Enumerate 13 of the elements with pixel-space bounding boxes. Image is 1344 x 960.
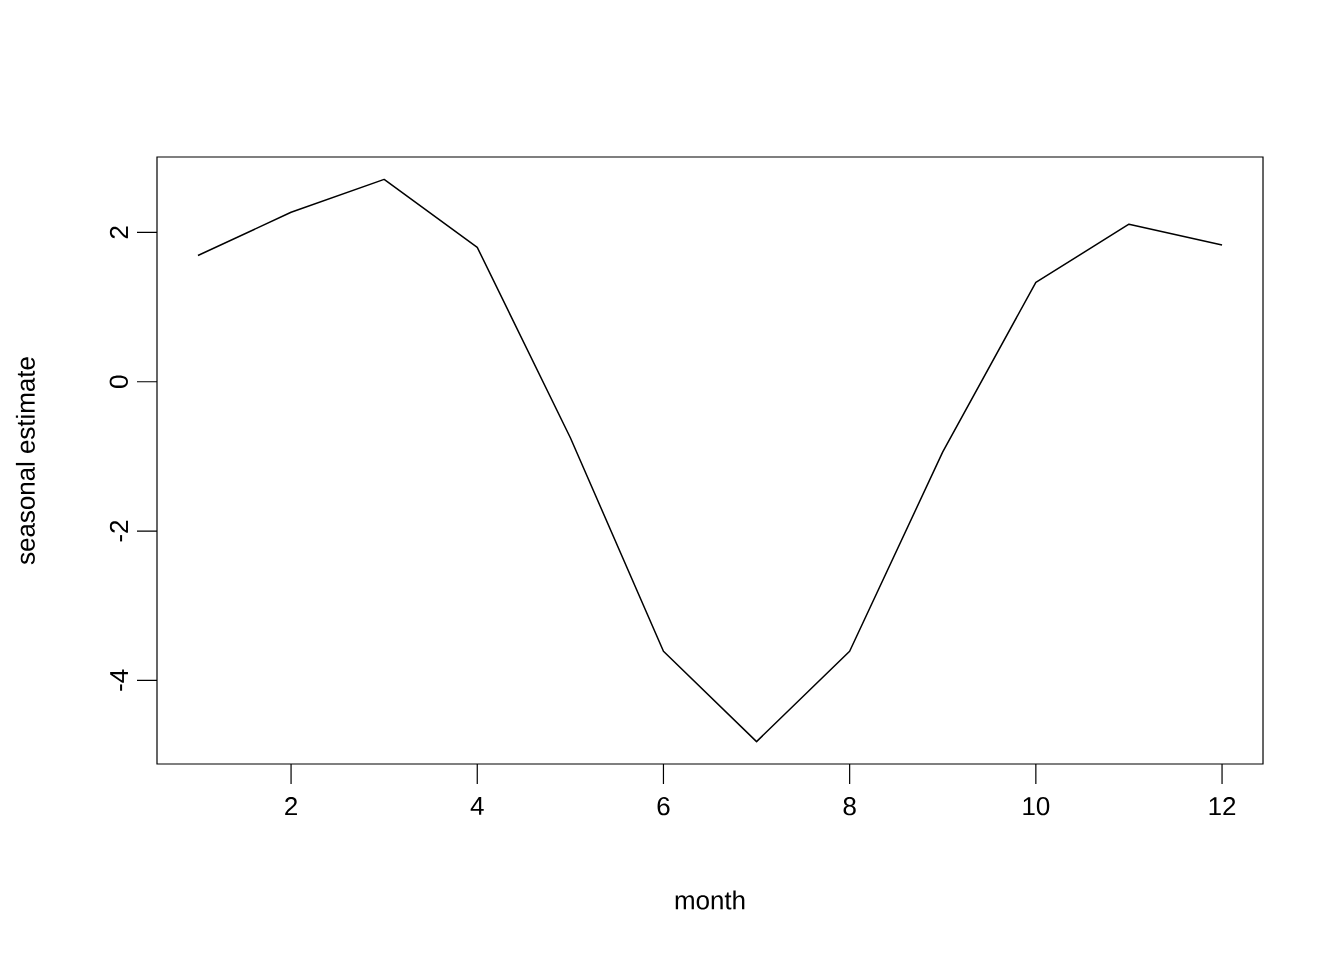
y-tick-label: -4 (110, 669, 128, 691)
x-tick-label: 8 (843, 797, 856, 816)
x-tick-label: 2 (285, 797, 297, 816)
x-axis-title: month (675, 890, 745, 910)
y-tick-label: -2 (109, 520, 128, 542)
x-tick-label: 10 (1023, 797, 1050, 816)
x-tick-label: 6 (657, 797, 670, 816)
line-series (197, 178, 1223, 743)
x-tick-label: 4 (470, 797, 484, 815)
y-axis-title: seasonal estimate (15, 357, 35, 565)
y-tick-label: 0 (109, 375, 128, 388)
x-tick-label: 12 (1209, 797, 1236, 816)
y-tick-label: 2 (109, 226, 128, 239)
